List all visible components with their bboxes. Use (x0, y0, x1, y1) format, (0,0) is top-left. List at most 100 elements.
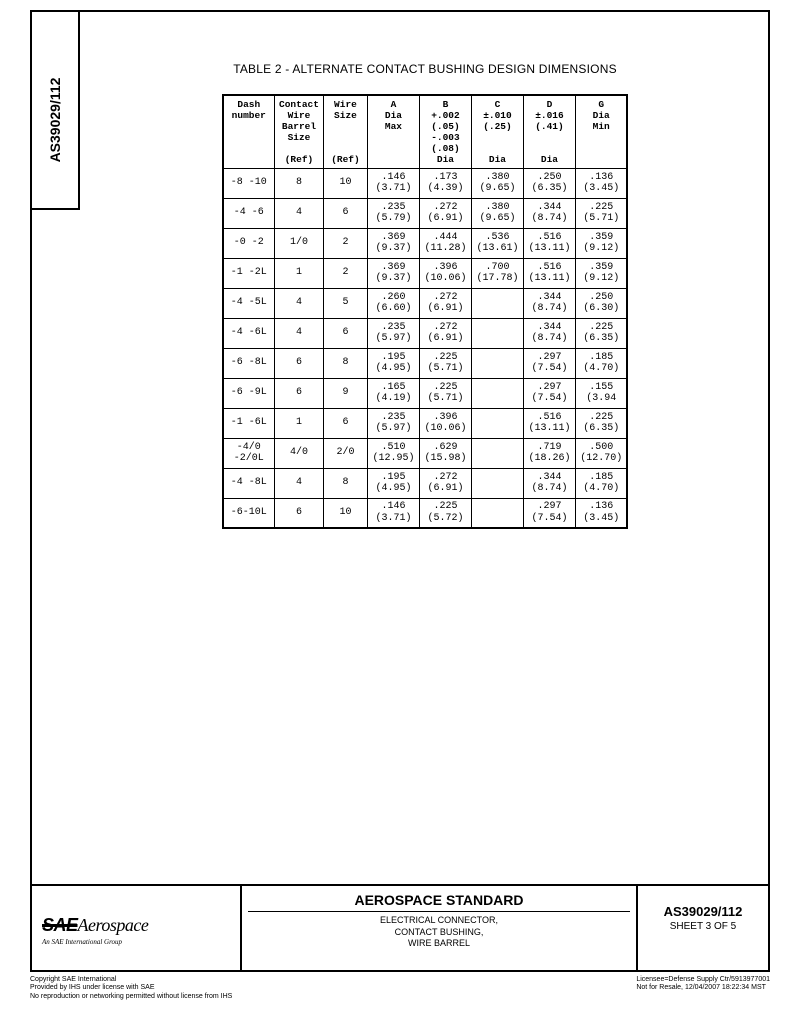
table-cell: .344(8.74) (523, 198, 575, 228)
table-row: -4 -646.235(5.79).272(6.91).380(9.65).34… (223, 198, 628, 228)
table-cell: 8 (323, 468, 367, 498)
table-cell: 10 (323, 168, 367, 198)
table-cell: .272(6.91) (419, 468, 471, 498)
table-row: -6 -8L68.195(4.95).225(5.71).297(7.54).1… (223, 348, 628, 378)
table-cell: .396(10.06) (419, 408, 471, 438)
table-cell: .185(4.70) (575, 348, 627, 378)
table-cell: .165(4.19) (367, 378, 419, 408)
table-cell: .272(6.91) (419, 318, 471, 348)
table-cell: .344(8.74) (523, 318, 575, 348)
col-header: GDiaMin (575, 95, 627, 168)
table-row: -6-10L610.146(3.71).225(5.72).297(7.54).… (223, 498, 628, 528)
table-cell: .225(5.71) (419, 378, 471, 408)
table-row: -4 -8L48.195(4.95).272(6.91).344(8.74).1… (223, 468, 628, 498)
table-cell: .359(9.12) (575, 228, 627, 258)
table-cell: 2 (323, 258, 367, 288)
table-cell: .173(4.39) (419, 168, 471, 198)
logo-subtitle: An SAE International Group (42, 938, 234, 946)
table-cell: .225(6.35) (575, 318, 627, 348)
table-row: -1 -6L16.235(5.97).396(10.06).516(13.11)… (223, 408, 628, 438)
table-cell: 4 (275, 198, 324, 228)
table-cell: .536(13.61) (471, 228, 523, 258)
table-cell: .185(4.70) (575, 468, 627, 498)
table-cell: .235(5.97) (367, 408, 419, 438)
table-cell: .235(5.79) (367, 198, 419, 228)
table-cell: 2/0 (323, 438, 367, 468)
table-row: -4 -5L45.260(6.60).272(6.91).344(8.74).2… (223, 288, 628, 318)
table-cell: .297(7.54) (523, 378, 575, 408)
table-cell: .146(3.71) (367, 168, 419, 198)
col-header: ContactWireBarrelSize(Ref) (275, 95, 324, 168)
table-cell: .500(12.70) (575, 438, 627, 468)
table-cell: -6 -9L (223, 378, 275, 408)
table-cell: 4 (275, 318, 324, 348)
table-cell: .719(18.26) (523, 438, 575, 468)
table-row: -6 -9L69.165(4.19).225(5.71) .297(7.54).1… (223, 378, 628, 408)
table-cell: .369(9.37) (367, 228, 419, 258)
table-cell: 9 (323, 378, 367, 408)
side-tab-label: AS39029/112 (47, 77, 63, 162)
table-cell: .272(6.91) (419, 288, 471, 318)
table-cell: .250(6.35) (523, 168, 575, 198)
table-cell (471, 318, 523, 348)
table-cell: .136(3.45) (575, 168, 627, 198)
table-cell: .225(5.72) (419, 498, 471, 528)
table-cell: .250(6.30) (575, 288, 627, 318)
footer-sheet: SHEET 3 OF 5 (638, 921, 768, 932)
table-cell: -1 -6L (223, 408, 275, 438)
table-cell: .136(3.45) (575, 498, 627, 528)
table-cell: -1 -2L (223, 258, 275, 288)
table-cell: 4 (275, 288, 324, 318)
table-cell: .516(13.11) (523, 258, 575, 288)
table-cell: -4 -5L (223, 288, 275, 318)
table-cell: .444(11.28) (419, 228, 471, 258)
table-cell: .297(7.54) (523, 348, 575, 378)
table-row: -4 -6L46.235(5.97).272(6.91).344(8.74).2… (223, 318, 628, 348)
logo-aero: Aerospace (78, 915, 149, 935)
table-cell (471, 288, 523, 318)
table-cell: .344(8.74) (523, 288, 575, 318)
table-cell: .629(15.98) (419, 438, 471, 468)
footer-logo-cell: SAEAerospace An SAE International Group (32, 886, 242, 970)
col-header: D±.016(.41)Dia (523, 95, 575, 168)
table-cell: 8 (275, 168, 324, 198)
table-cell: .225(5.71) (575, 198, 627, 228)
table-cell: .225(6.35) (575, 408, 627, 438)
table-cell: .272(6.91) (419, 198, 471, 228)
table-cell: 6 (323, 408, 367, 438)
table-cell: .195(4.95) (367, 468, 419, 498)
table-cell (471, 438, 523, 468)
footer-docnum: AS39029/112 (638, 904, 768, 919)
table-cell: -4 -8L (223, 468, 275, 498)
table-cell: 6 (323, 318, 367, 348)
col-header: Dashnumber (223, 95, 275, 168)
table-cell: 6 (275, 348, 324, 378)
table-cell (471, 468, 523, 498)
table-cell: .195(4.95) (367, 348, 419, 378)
table-cell: .297(7.54) (523, 498, 575, 528)
side-tab: AS39029/112 (30, 10, 80, 210)
table-cell: 2 (323, 228, 367, 258)
table-title: TABLE 2 - ALTERNATE CONTACT BUSHING DESI… (112, 62, 738, 76)
table-cell: .369(9.37) (367, 258, 419, 288)
table-cell (471, 378, 523, 408)
col-header: B+.002(.05)-.003(.08)Dia (419, 95, 471, 168)
table-cell: -8 -10 (223, 168, 275, 198)
table-cell: .344(8.74) (523, 468, 575, 498)
table-cell (471, 348, 523, 378)
fineprint: Copyright SAE InternationalProvided by I… (30, 976, 770, 1001)
table-cell: 8 (323, 348, 367, 378)
logo-sae: SAE (42, 915, 78, 935)
table-cell: .700(17.78) (471, 258, 523, 288)
table-cell: -4 -6 (223, 198, 275, 228)
standard-title: AEROSPACE STANDARD (248, 892, 630, 912)
fineprint-left: Copyright SAE InternationalProvided by I… (30, 976, 232, 1001)
table-cell: 6 (275, 378, 324, 408)
footer-right-cell: AS39029/112 SHEET 3 OF 5 (638, 886, 768, 970)
table-body: -8 -10810.146(3.71).173(4.39).380(9.65).… (223, 168, 628, 528)
table-cell: .359(9.12) (575, 258, 627, 288)
table-cell (471, 408, 523, 438)
table-head: DashnumberContactWireBarrelSize(Ref)Wire… (223, 95, 628, 168)
table-cell: .155(3.94 (575, 378, 627, 408)
sae-logo: SAEAerospace (42, 915, 234, 936)
